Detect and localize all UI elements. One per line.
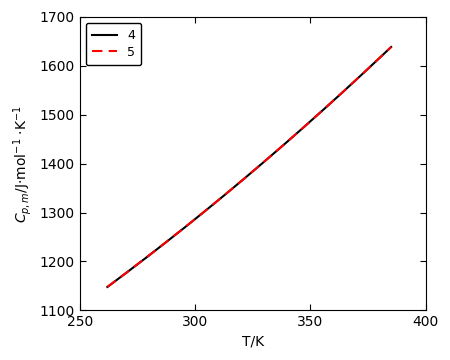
4 — [388, 45, 394, 49]
4 — [337, 93, 342, 97]
5 — [388, 45, 394, 49]
4 — [382, 51, 387, 55]
4 — [241, 177, 247, 181]
4 — [258, 162, 264, 167]
5 — [241, 177, 247, 181]
Legend: 4, 5: 4, 5 — [86, 23, 141, 65]
Y-axis label: $C_{p,m}$/J·mol$^{-1}$ ·K$^{-1}$: $C_{p,m}$/J·mol$^{-1}$ ·K$^{-1}$ — [11, 104, 34, 222]
5 — [105, 285, 110, 289]
5 — [382, 51, 387, 55]
4 — [239, 178, 245, 183]
4 — [274, 149, 279, 153]
X-axis label: T/K: T/K — [242, 335, 264, 349]
Line: 5: 5 — [108, 47, 391, 287]
5 — [274, 149, 279, 153]
5 — [258, 162, 264, 167]
4 — [105, 285, 110, 289]
5 — [239, 178, 245, 183]
5 — [337, 93, 342, 97]
Line: 4: 4 — [108, 47, 391, 287]
